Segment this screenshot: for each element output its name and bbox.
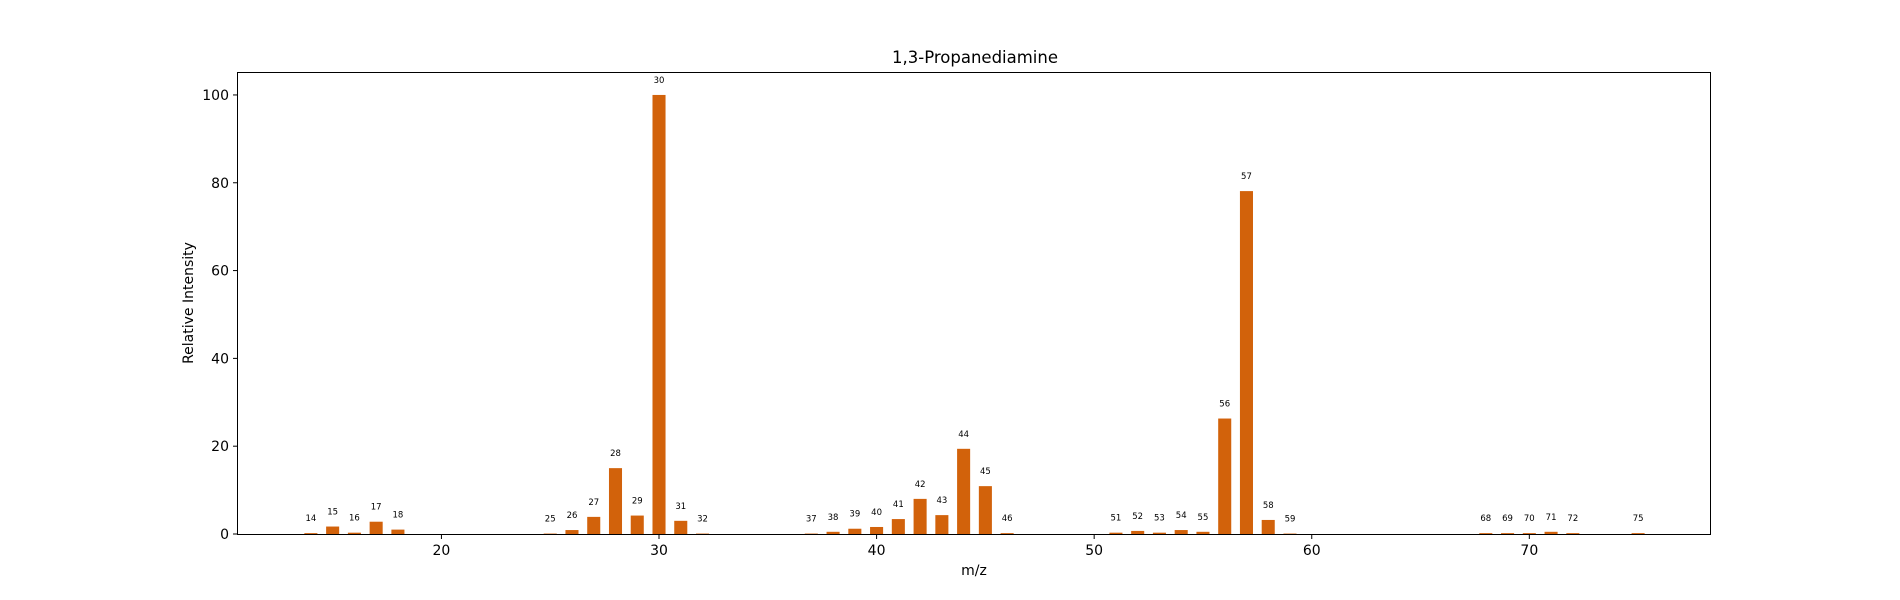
bar-mz-45	[978, 486, 992, 534]
bar-mz-26	[565, 530, 579, 534]
x-tick-label: 60	[1303, 543, 1321, 559]
bar-mz-68	[1479, 533, 1493, 534]
bar-mz-55	[1196, 531, 1210, 534]
bar-label-mz-54: 54	[1176, 511, 1187, 521]
bar-label-mz-31: 31	[675, 502, 686, 512]
bar-mz-52	[1131, 530, 1145, 534]
bar-mz-56	[1218, 418, 1232, 534]
y-tick-label: 60	[211, 264, 229, 280]
bar-label-mz-53: 53	[1154, 514, 1165, 524]
bar-mz-31	[674, 520, 688, 534]
y-tick-label: 100	[202, 88, 229, 104]
x-tick-label: 50	[1085, 543, 1103, 559]
bar-mz-18	[391, 529, 405, 534]
bar-mz-75	[1631, 533, 1645, 534]
bar-mz-46	[1000, 533, 1014, 534]
plot-frame	[237, 72, 1711, 535]
bar-label-mz-16: 16	[349, 514, 360, 524]
bar-mz-57	[1239, 191, 1253, 534]
bar-label-mz-71: 71	[1546, 513, 1557, 523]
bar-label-mz-58: 58	[1263, 501, 1274, 511]
x-axis-label: m/z	[961, 563, 987, 579]
y-tick-label: 80	[211, 176, 229, 192]
bar-label-mz-32: 32	[697, 515, 708, 525]
bar-mz-28	[608, 468, 623, 534]
bar-label-mz-37: 37	[806, 515, 817, 525]
bar-label-mz-69: 69	[1502, 514, 1513, 524]
bar-mz-39	[848, 528, 862, 534]
bar-label-mz-70: 70	[1524, 514, 1535, 524]
bar-mz-53	[1152, 532, 1166, 534]
bar-mz-14	[304, 533, 318, 534]
bar-mz-15	[326, 526, 340, 534]
bar-mz-30	[652, 94, 666, 534]
bar-mz-16	[347, 532, 361, 534]
bar-mz-51	[1109, 532, 1123, 534]
bar-label-mz-25: 25	[545, 515, 556, 525]
y-tick-label: 0	[220, 527, 229, 543]
bar-mz-70	[1522, 533, 1536, 534]
bar-label-mz-15: 15	[327, 508, 338, 518]
x-tick-label: 20	[433, 543, 451, 559]
y-axis-label: Relative Intensity	[181, 242, 197, 364]
bar-mz-29	[630, 515, 644, 534]
bar-label-mz-52: 52	[1132, 512, 1143, 522]
bar-label-mz-18: 18	[393, 511, 404, 521]
y-tick-label: 40	[211, 351, 229, 367]
bar-label-mz-30: 30	[654, 76, 665, 86]
x-tick-label: 70	[1520, 543, 1538, 559]
bar-label-mz-51: 51	[1111, 514, 1122, 524]
x-tick-label: 40	[868, 543, 886, 559]
bar-mz-44	[957, 448, 971, 534]
x-tick-label: 30	[650, 543, 668, 559]
bar-label-mz-59: 59	[1285, 515, 1296, 525]
bar-label-mz-72: 72	[1567, 514, 1578, 524]
bar-mz-58	[1261, 519, 1275, 534]
bar-mz-42	[913, 498, 927, 534]
bar-label-mz-45: 45	[980, 467, 991, 477]
bar-label-mz-56: 56	[1219, 400, 1230, 410]
bar-label-mz-29: 29	[632, 497, 643, 507]
bar-label-mz-42: 42	[915, 480, 926, 490]
bar-mz-17	[369, 521, 383, 534]
bar-label-mz-17: 17	[371, 503, 382, 513]
bar-label-mz-26: 26	[567, 511, 578, 521]
bar-mz-41	[891, 519, 905, 534]
bar-mz-38	[826, 531, 840, 534]
y-tick-label: 20	[211, 439, 229, 455]
bar-label-mz-14: 14	[305, 514, 316, 524]
bar-label-mz-40: 40	[871, 508, 882, 518]
chart-title: 1,3-Propanediamine	[892, 48, 1058, 67]
bar-label-mz-55: 55	[1198, 513, 1209, 523]
bar-label-mz-68: 68	[1480, 514, 1491, 524]
bar-label-mz-46: 46	[1002, 514, 1013, 524]
bar-mz-71	[1544, 531, 1558, 534]
bar-label-mz-27: 27	[588, 498, 599, 508]
bar-label-mz-57: 57	[1241, 172, 1252, 182]
bar-label-mz-44: 44	[958, 430, 969, 440]
bar-mz-54	[1174, 530, 1188, 534]
bar-label-mz-75: 75	[1633, 514, 1644, 524]
bar-mz-69	[1501, 533, 1515, 534]
bar-label-mz-43: 43	[936, 496, 947, 506]
bar-label-mz-39: 39	[849, 510, 860, 520]
bar-mz-43	[935, 515, 949, 534]
bar-mz-72	[1566, 533, 1580, 534]
bar-label-mz-28: 28	[610, 449, 621, 459]
bar-label-mz-38: 38	[828, 513, 839, 523]
bar-label-mz-41: 41	[893, 500, 904, 510]
bar-mz-27	[587, 516, 601, 534]
bar-mz-40	[870, 526, 884, 534]
